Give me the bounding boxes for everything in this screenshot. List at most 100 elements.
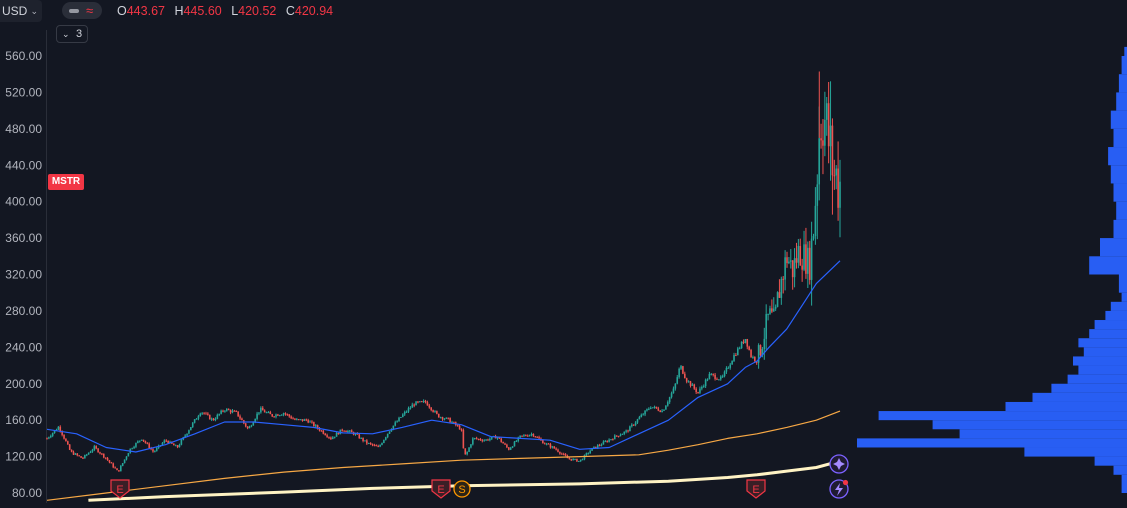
- candle-body: [137, 441, 139, 443]
- candle-body: [837, 168, 839, 208]
- candle-body: [666, 402, 669, 406]
- candle-body: [432, 410, 434, 412]
- candle-body: [699, 388, 701, 393]
- candle-body: [51, 432, 54, 436]
- candle-body: [222, 410, 224, 412]
- chevron-down-icon: ⌄: [30, 6, 38, 16]
- candle-body: [422, 400, 425, 402]
- lightning-icon-glyph: [835, 483, 843, 496]
- candle-body: [125, 456, 128, 460]
- candle-body: [765, 314, 767, 339]
- candle-body: [307, 420, 309, 423]
- candle-body: [354, 433, 357, 435]
- candle-body: [333, 436, 336, 438]
- candle-body: [627, 430, 629, 432]
- candle-body: [782, 278, 785, 280]
- candle-body: [373, 445, 376, 447]
- candle-body: [795, 258, 798, 263]
- candle-body: [661, 410, 663, 412]
- candle-body: [407, 408, 410, 412]
- earnings-marker[interactable]: [431, 479, 451, 499]
- candle-body: [426, 402, 429, 406]
- candle-body: [347, 430, 349, 432]
- high-key: H: [174, 4, 184, 18]
- candle-body: [772, 308, 775, 312]
- candle-body: [278, 415, 281, 417]
- candle-body: [761, 348, 764, 356]
- candle-body: [587, 453, 590, 455]
- candle-body: [360, 437, 362, 439]
- volume-profile-bar: [1113, 183, 1127, 202]
- y-tick-label: 80.00: [12, 486, 42, 500]
- candle-body: [746, 339, 749, 347]
- candle-body: [186, 433, 188, 436]
- candle-body: [496, 437, 499, 439]
- candle-body: [392, 425, 395, 430]
- legend-bar: USD ⌄ ≈ O443.67 H445.60 L420.52 C420.94: [0, 0, 1127, 22]
- candle-body: [402, 414, 404, 418]
- earnings-marker-label: E: [116, 484, 123, 496]
- currency-selector[interactable]: USD ⌄: [0, 0, 42, 22]
- split-marker[interactable]: [453, 480, 471, 498]
- open-key: O: [117, 4, 127, 18]
- candle-body: [835, 168, 838, 176]
- earnings-marker[interactable]: [746, 479, 766, 499]
- candle-body: [314, 425, 317, 427]
- earnings-marker[interactable]: [110, 479, 130, 499]
- indicators-collapse-button[interactable]: ⌄ 3: [56, 25, 88, 43]
- candle-body: [581, 459, 584, 461]
- candle-body: [665, 405, 667, 410]
- candle-body: [205, 413, 207, 415]
- candle-body: [284, 413, 287, 415]
- candle-body: [534, 436, 537, 438]
- volume-profile-bar: [1113, 219, 1127, 239]
- y-tick-label: 160.00: [5, 413, 42, 427]
- candle-body: [685, 378, 688, 382]
- candle-body: [490, 436, 493, 439]
- candle-body: [631, 424, 633, 427]
- candle-body: [123, 459, 126, 464]
- candle-body: [413, 404, 415, 406]
- candle-body: [684, 373, 686, 379]
- candle-body: [343, 430, 345, 432]
- candle-body: [337, 432, 340, 435]
- candle-body: [693, 384, 696, 389]
- candle-body: [458, 425, 461, 430]
- candle-body: [424, 400, 427, 403]
- y-tick-label: 480.00: [5, 122, 42, 136]
- candle-body: [593, 446, 595, 448]
- candle-body: [808, 247, 811, 280]
- candle-body: [551, 446, 554, 448]
- low-key: L: [231, 4, 239, 18]
- candle-body: [460, 429, 463, 431]
- candle-body: [118, 470, 120, 472]
- series-style-toggle[interactable]: ≈: [62, 2, 102, 19]
- candle-body: [672, 388, 675, 394]
- candle-body: [759, 345, 762, 356]
- candle-body: [708, 373, 711, 380]
- candle-body: [532, 433, 535, 437]
- candle-body: [133, 446, 135, 449]
- candle-body: [244, 423, 247, 427]
- volume-profile-bar: [1124, 46, 1127, 56]
- candle-body: [610, 439, 612, 441]
- candle-body: [305, 419, 308, 421]
- low-value: 420.52: [238, 4, 277, 18]
- moving-average-long: [46, 410, 841, 501]
- candle-body: [736, 348, 739, 356]
- candle-body: [825, 103, 828, 120]
- candle-body: [729, 364, 732, 368]
- candle-body: [621, 433, 624, 435]
- volume-profile-bar: [1113, 465, 1127, 475]
- candle-body: [742, 341, 745, 343]
- candle-body: [197, 416, 200, 419]
- y-tick-label: 360.00: [5, 231, 42, 245]
- y-tick-label: 520.00: [5, 85, 42, 99]
- candle-body: [161, 442, 164, 446]
- candle-body: [93, 446, 96, 450]
- candle-body: [542, 440, 544, 444]
- candle-body: [335, 432, 338, 437]
- candle-body: [818, 138, 820, 185]
- candle-body: [210, 418, 213, 420]
